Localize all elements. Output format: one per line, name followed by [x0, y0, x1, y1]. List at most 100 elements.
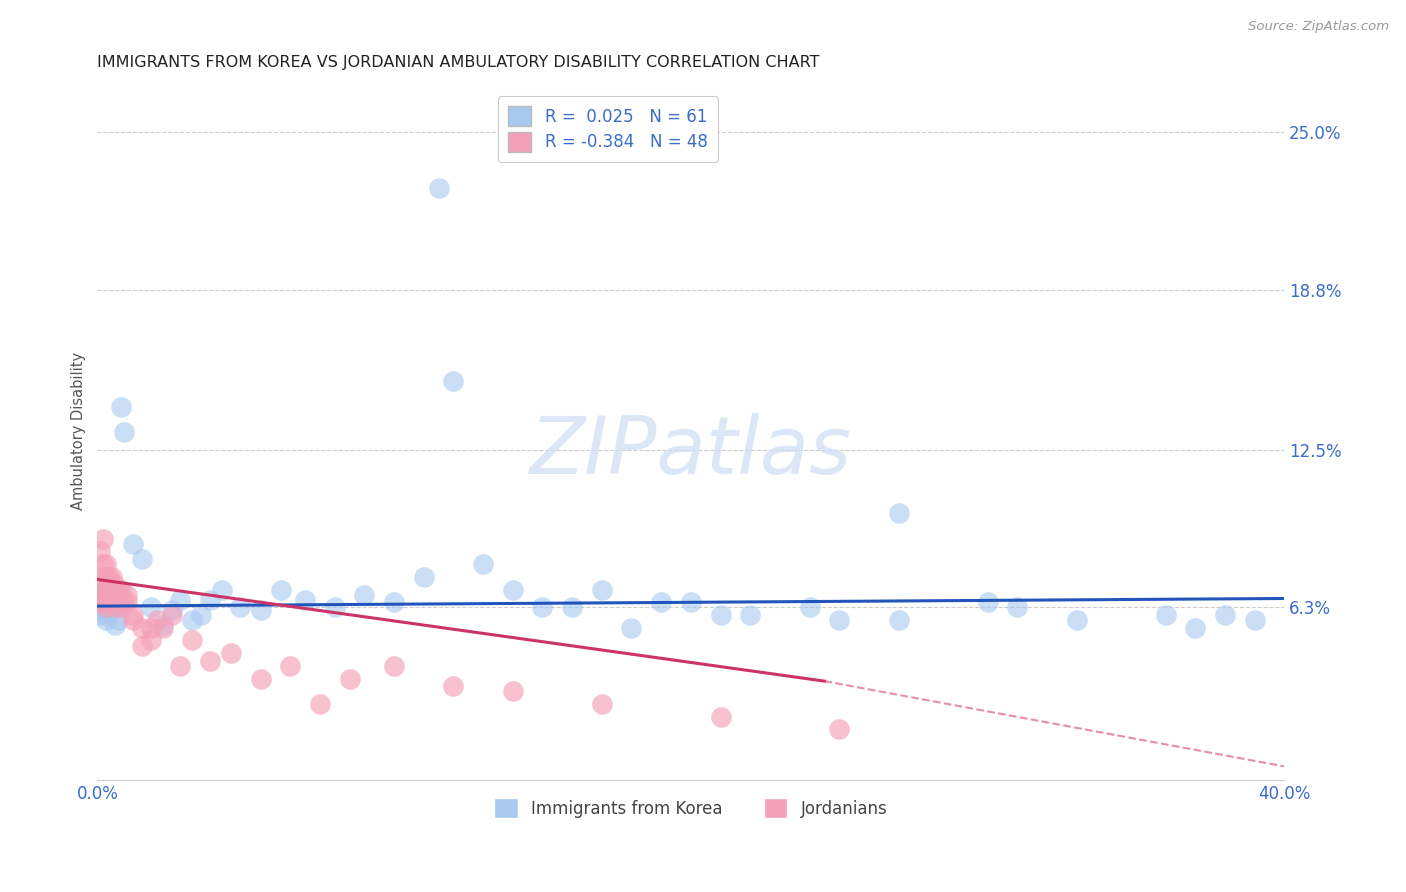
Point [443, 374, 465, 388]
Point [96, 600, 118, 615]
Point [591, 697, 613, 711]
Point [198, 654, 221, 668]
Point [294, 592, 316, 607]
Point [139, 600, 162, 615]
Point [107, 588, 129, 602]
Point [211, 582, 233, 597]
Point [1184, 621, 1206, 635]
Text: IMMIGRANTS FROM KOREA VS JORDANIAN AMBULATORY DISABILITY CORRELATION CHART: IMMIGRANTS FROM KOREA VS JORDANIAN AMBUL… [97, 55, 820, 70]
Point [502, 684, 524, 698]
Point [131, 639, 153, 653]
Point [110, 600, 132, 615]
Point [323, 600, 346, 615]
Text: ZIPatlas: ZIPatlas [530, 413, 852, 491]
Point [679, 595, 702, 609]
Point [101, 600, 124, 615]
Point [650, 595, 672, 609]
Point [249, 603, 271, 617]
Point [198, 592, 221, 607]
Point [89, 544, 111, 558]
Point [181, 613, 204, 627]
Legend: Immigrants from Korea, Jordanians: Immigrants from Korea, Jordanians [488, 792, 894, 824]
Point [98, 595, 121, 609]
Point [169, 592, 191, 607]
Point [799, 600, 821, 615]
Point [160, 603, 183, 617]
Point [152, 618, 174, 632]
Point [89, 607, 111, 622]
Point [115, 595, 138, 609]
Point [131, 552, 153, 566]
Point [91, 582, 114, 597]
Point [96, 613, 118, 627]
Point [101, 603, 124, 617]
Point [145, 613, 167, 627]
Point [89, 595, 111, 609]
Point [1243, 613, 1265, 627]
Point [1154, 607, 1177, 622]
Point [502, 582, 524, 597]
Point [382, 658, 405, 673]
Point [104, 577, 127, 591]
Point [709, 607, 731, 622]
Point [91, 595, 114, 609]
Point [115, 588, 138, 602]
Point [89, 582, 111, 597]
Point [152, 621, 174, 635]
Point [96, 600, 118, 615]
Point [976, 595, 998, 609]
Point [89, 570, 111, 584]
Point [89, 577, 111, 591]
Point [91, 532, 114, 546]
Point [91, 595, 114, 609]
Point [96, 582, 118, 597]
Point [89, 588, 111, 602]
Point [229, 600, 252, 615]
Point [96, 592, 118, 607]
Point [740, 607, 762, 622]
Point [887, 506, 910, 520]
Text: Source: ZipAtlas.com: Source: ZipAtlas.com [1249, 20, 1389, 33]
Point [91, 588, 114, 602]
Point [270, 582, 292, 597]
Point [89, 595, 111, 609]
Point [122, 607, 145, 622]
Point [339, 672, 361, 686]
Point [828, 723, 851, 737]
Point [101, 582, 124, 597]
Point [139, 621, 162, 635]
Point [112, 425, 135, 439]
Point [96, 607, 118, 622]
Point [620, 621, 643, 635]
Point [96, 570, 118, 584]
Point [104, 600, 127, 615]
Point [89, 595, 111, 609]
Point [353, 588, 375, 602]
Point [101, 570, 124, 584]
Point [169, 658, 191, 673]
Point [181, 633, 204, 648]
Point [122, 537, 145, 551]
Point [139, 633, 162, 648]
Point [104, 618, 127, 632]
Point [96, 557, 118, 571]
Point [104, 595, 127, 609]
Point [110, 400, 132, 414]
Point [131, 621, 153, 635]
Point [107, 582, 129, 597]
Point [249, 672, 271, 686]
Point [110, 582, 132, 597]
Point [98, 603, 121, 617]
Point [1005, 600, 1028, 615]
Point [382, 595, 405, 609]
Point [887, 613, 910, 627]
Point [472, 557, 495, 571]
Point [278, 658, 301, 673]
Point [412, 570, 434, 584]
Point [1213, 607, 1236, 622]
Point [190, 607, 212, 622]
Point [1066, 613, 1088, 627]
Point [98, 570, 121, 584]
Point [309, 697, 332, 711]
Point [98, 588, 121, 602]
